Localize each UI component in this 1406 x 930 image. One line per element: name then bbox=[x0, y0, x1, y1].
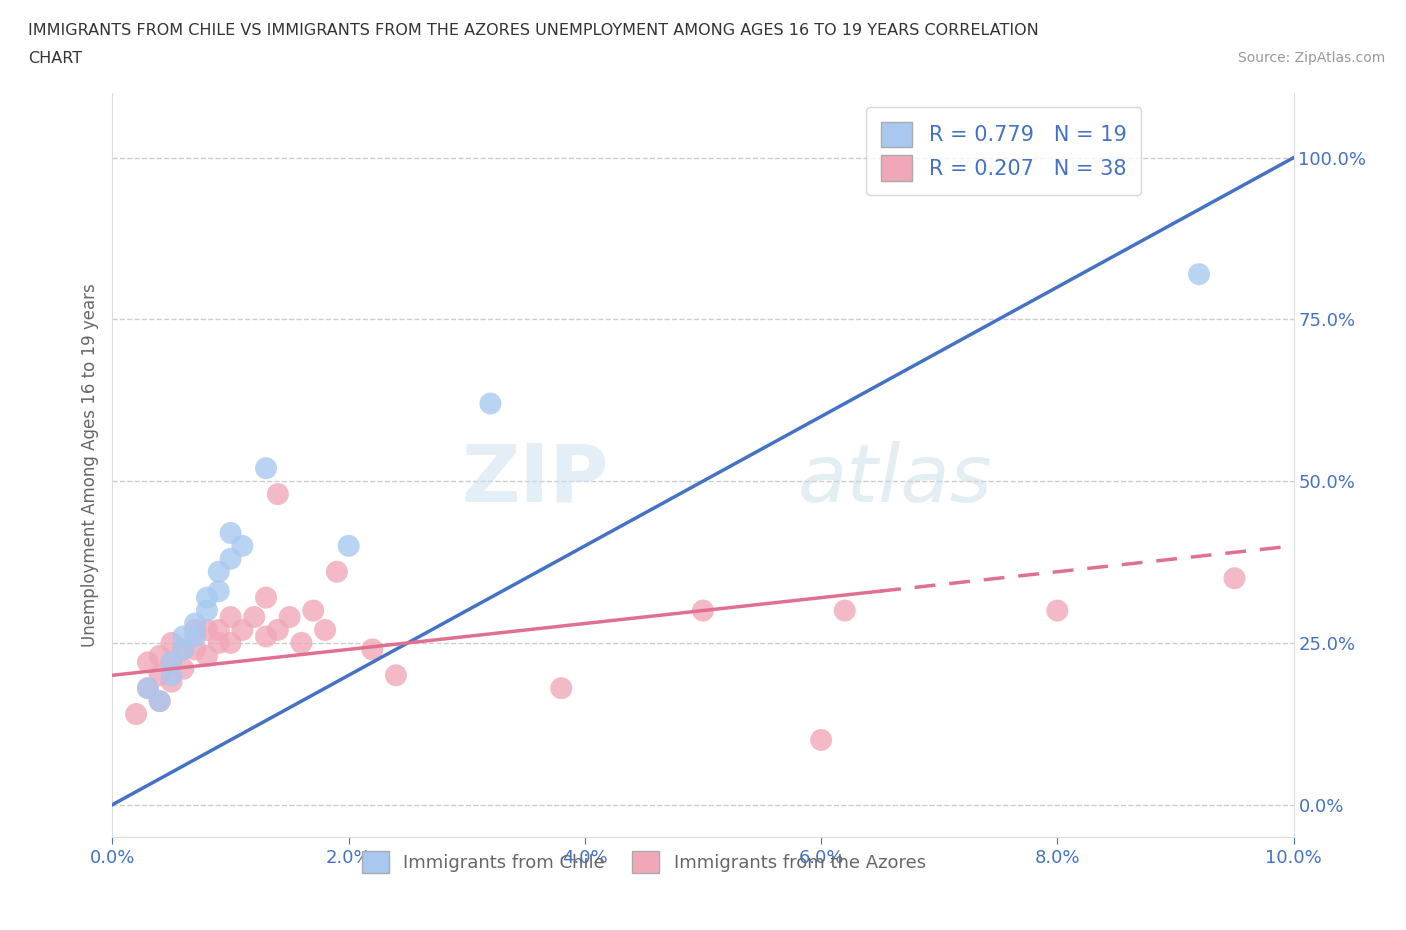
Text: CHART: CHART bbox=[28, 51, 82, 66]
Point bbox=[195, 604, 218, 618]
Point bbox=[184, 642, 207, 657]
Point bbox=[160, 668, 183, 683]
Point bbox=[219, 525, 242, 540]
Text: Source: ZipAtlas.com: Source: ZipAtlas.com bbox=[1237, 51, 1385, 65]
Point bbox=[278, 609, 301, 624]
Point bbox=[243, 609, 266, 624]
Point bbox=[267, 486, 290, 501]
Point bbox=[1046, 604, 1069, 618]
Point bbox=[195, 591, 218, 605]
Point bbox=[219, 635, 242, 650]
Text: ZIP: ZIP bbox=[461, 441, 609, 519]
Point bbox=[385, 668, 408, 683]
Point bbox=[254, 591, 277, 605]
Point bbox=[219, 609, 242, 624]
Point bbox=[160, 674, 183, 689]
Point bbox=[184, 616, 207, 631]
Text: IMMIGRANTS FROM CHILE VS IMMIGRANTS FROM THE AZORES UNEMPLOYMENT AMONG AGES 16 T: IMMIGRANTS FROM CHILE VS IMMIGRANTS FROM… bbox=[28, 23, 1039, 38]
Point bbox=[550, 681, 572, 696]
Point bbox=[172, 661, 194, 676]
Text: atlas: atlas bbox=[797, 441, 993, 519]
Point bbox=[1223, 571, 1246, 586]
Point bbox=[149, 694, 172, 709]
Point bbox=[160, 635, 183, 650]
Point bbox=[290, 635, 312, 650]
Point bbox=[337, 538, 360, 553]
Point bbox=[160, 655, 183, 670]
Point bbox=[172, 642, 194, 657]
Point bbox=[314, 622, 336, 637]
Point bbox=[149, 648, 172, 663]
Point bbox=[479, 396, 502, 411]
Point bbox=[231, 538, 253, 553]
Point bbox=[302, 604, 325, 618]
Point bbox=[208, 635, 231, 650]
Point bbox=[208, 584, 231, 599]
Point bbox=[184, 629, 207, 644]
Point bbox=[254, 460, 277, 475]
Point bbox=[184, 622, 207, 637]
Point bbox=[267, 622, 290, 637]
Point bbox=[149, 668, 172, 683]
Point bbox=[361, 642, 384, 657]
Point bbox=[149, 694, 172, 709]
Point bbox=[136, 681, 159, 696]
Point bbox=[231, 622, 253, 637]
Legend: Immigrants from Chile, Immigrants from the Azores: Immigrants from Chile, Immigrants from t… bbox=[354, 844, 934, 880]
Point bbox=[136, 681, 159, 696]
Point bbox=[1188, 267, 1211, 282]
Point bbox=[219, 551, 242, 566]
Point bbox=[810, 733, 832, 748]
Point bbox=[195, 622, 218, 637]
Point bbox=[160, 655, 183, 670]
Point bbox=[172, 629, 194, 644]
Point bbox=[208, 622, 231, 637]
Point bbox=[172, 642, 194, 657]
Point bbox=[195, 648, 218, 663]
Point bbox=[834, 604, 856, 618]
Point bbox=[125, 707, 148, 722]
Point bbox=[692, 604, 714, 618]
Point bbox=[136, 655, 159, 670]
Point bbox=[208, 565, 231, 579]
Point bbox=[254, 629, 277, 644]
Y-axis label: Unemployment Among Ages 16 to 19 years: Unemployment Among Ages 16 to 19 years bbox=[80, 283, 98, 647]
Point bbox=[326, 565, 349, 579]
